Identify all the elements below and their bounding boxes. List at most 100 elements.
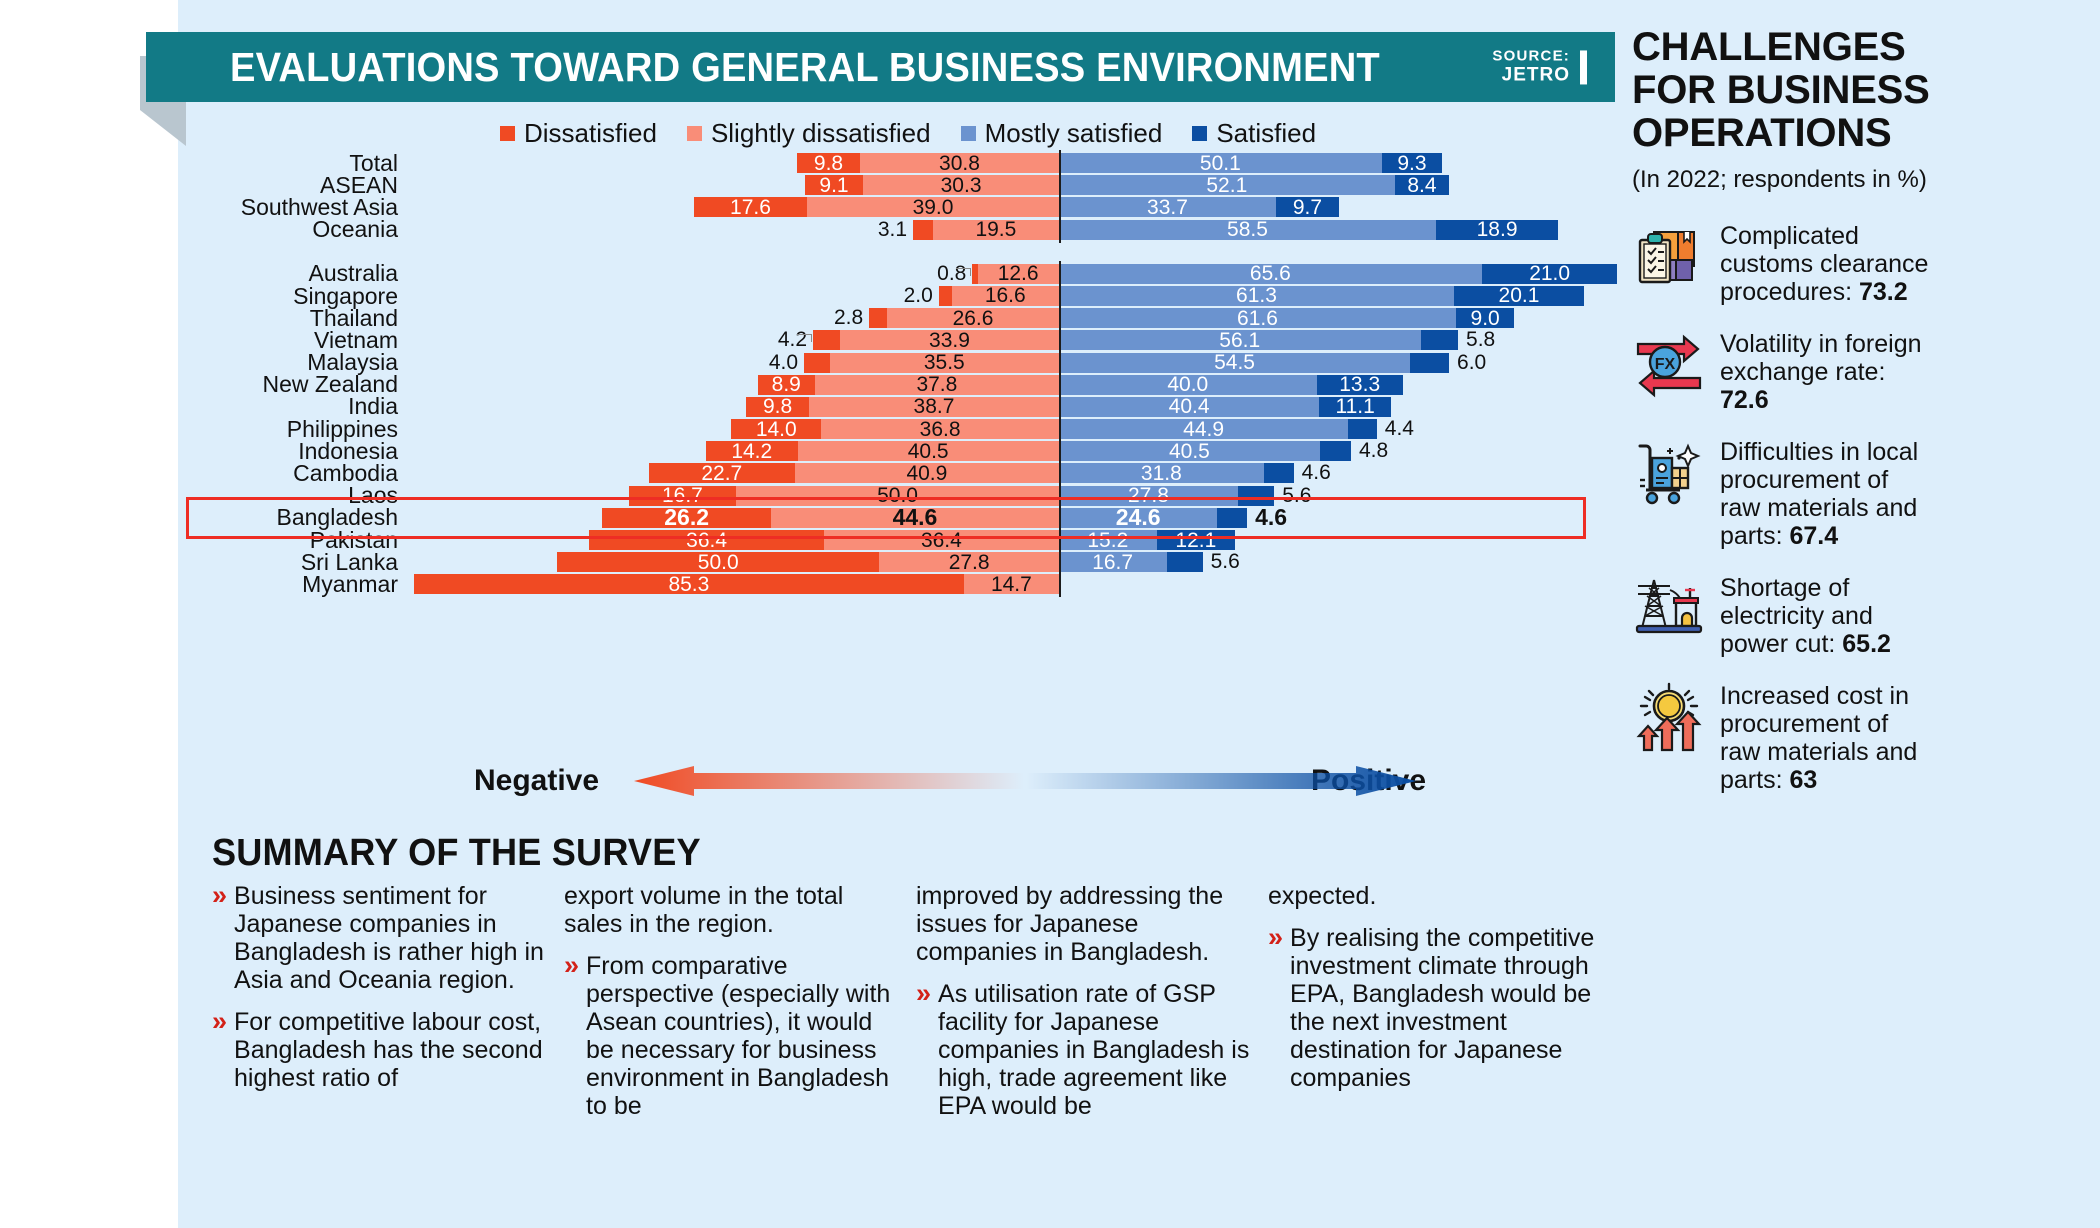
segment-slightly-dissatisfied: 38.7 — [809, 396, 1059, 417]
challenge-item-1: FX Volatility in foreign exchange rate: … — [1632, 328, 1932, 414]
segment-slightly-dissatisfied: 12.6 — [977, 263, 1059, 284]
chart-row: Malaysia 35.5 54.5 4.0 6.0 — [186, 349, 1586, 376]
segment-mostly-satisfied: 44.9 — [1058, 419, 1349, 440]
zero-axis-line — [1058, 571, 1061, 598]
chart-row-label: Bangladesh — [276, 504, 399, 531]
zero-axis-line — [1058, 371, 1061, 398]
segment-dissatisfied: 8.9 — [757, 374, 815, 395]
segment-dissatisfied: 85.3 — [413, 574, 964, 595]
segment-dissatisfied: 17.6 — [693, 197, 808, 218]
chart-row: Indonesia 14.2 40.5 40.5 4.8 — [186, 438, 1586, 465]
chart-row-label: Myanmar — [302, 570, 398, 597]
chart-row-track: 9.8 38.7 40.4 11.1 — [412, 393, 1567, 420]
segment-slightly-dissatisfied: 30.3 — [863, 175, 1059, 196]
segment-mostly-satisfied: 16.7 — [1058, 552, 1167, 573]
segment-slightly-dissatisfied: 40.5 — [797, 441, 1059, 462]
power-pylon-icon — [1632, 572, 1706, 646]
challenge-label: Increased cost in procurement of raw mat… — [1720, 682, 1918, 795]
customs-clipboard-boxes-icon — [1632, 220, 1706, 294]
segment-dissatisfied: 16.7 — [628, 485, 737, 506]
page-title: EVALUATIONS TOWARD GENERAL BUSINESS ENVI… — [230, 43, 1380, 90]
segment-satisfied — [1420, 330, 1459, 351]
diverging-bar-chart: Total 9.8 30.8 50.1 9.3 ASEAN 9.1 30.3 52.1 8.4 So… — [186, 149, 1618, 598]
segment-dissatisfied: 9.8 — [745, 396, 810, 417]
zero-axis-line — [1058, 504, 1061, 531]
chart-row-track: 85.3 14.7 — [412, 571, 1567, 598]
segment-satisfied — [1166, 552, 1203, 573]
legend-swatch-icon — [686, 126, 702, 141]
chart-row: Pakistan 36.4 36.4 15.2 12.1 — [186, 526, 1586, 553]
segment-satisfied: 9.0 — [1456, 308, 1515, 329]
segment-dissatisfied — [913, 219, 933, 240]
segment-slightly-dissatisfied: 36.8 — [821, 419, 1059, 440]
value-label-satisfied: 4.4 — [1384, 417, 1414, 441]
segment-dissatisfied — [804, 352, 830, 373]
chart-row-track: 50.0 27.8 16.7 5.6 — [412, 549, 1567, 576]
segment-slightly-dissatisfied: 14.7 — [963, 574, 1059, 595]
summary-column-3: expected. » By realising the competitive i… — [1268, 882, 1602, 1134]
value-label-satisfied: 4.6 — [1301, 461, 1331, 485]
challenge-value: 73.2 — [1858, 278, 1908, 307]
legend-item-1: Slightly dissatisfied — [686, 118, 931, 149]
zero-axis-line — [1058, 416, 1061, 443]
chart-row-track: 33.9 56.1 4.2 5.8 — [412, 327, 1567, 354]
value-leader-line — [956, 267, 971, 269]
value-label-satisfied: 4.8 — [1358, 439, 1389, 463]
segment-satisfied: 9.7 — [1276, 197, 1339, 218]
value-label-dissatisfied: 3.1 — [877, 217, 908, 241]
chevron-double-right-icon: » — [564, 950, 580, 980]
chart-row-label: Oceania — [312, 216, 398, 243]
legend-item-3: Satisfied — [1192, 118, 1316, 149]
segment-mostly-satisfied: 54.5 — [1058, 352, 1411, 373]
summary-column-0: » Business sentiment for Japanese compani… — [212, 882, 546, 1134]
legend-label: Mostly satisfied — [984, 118, 1163, 148]
zero-axis-line — [1058, 527, 1061, 553]
chart-row: Laos 16.7 50.0 27.8 5.6 — [186, 482, 1586, 509]
source-label: SOURCE: — [1492, 47, 1570, 65]
chart-row-label: ASEAN — [320, 171, 398, 198]
segment-dissatisfied — [869, 308, 888, 329]
segment-slightly-dissatisfied: 39.0 — [807, 197, 1059, 218]
zero-axis-line — [1058, 438, 1061, 465]
chart-row-track: 14.0 36.8 44.9 4.4 — [412, 416, 1567, 443]
challenge-label: Shortage of electricity and power cut: — [1720, 574, 1873, 659]
segment-dissatisfied: 9.1 — [804, 175, 864, 196]
summary-title: SUMMARY OF THE SURVEY — [212, 832, 701, 874]
zero-axis-line — [1058, 216, 1061, 243]
segment-mostly-satisfied: 50.1 — [1058, 153, 1382, 174]
chart-row: Southwest Asia 17.6 39.0 33.7 9.7 — [186, 194, 1586, 221]
summary-column-2: improved by addressing the issues for Ja… — [916, 882, 1250, 1134]
chart-row-track: 9.1 30.3 52.1 8.4 — [412, 172, 1567, 199]
legend-label: Satisfied — [1216, 118, 1317, 148]
chart-row-label: Pakistan — [309, 526, 398, 553]
chart-row-label: Total — [349, 149, 398, 176]
segment-mostly-satisfied: 33.7 — [1058, 197, 1277, 218]
challenge-text: Difficulties in local procurement of raw… — [1720, 436, 1932, 550]
chart-row: Thailand 26.6 61.6 9.0 2.8 — [186, 305, 1586, 332]
segment-dissatisfied: 50.0 — [556, 552, 880, 573]
segment-slightly-dissatisfied: 19.5 — [933, 219, 1059, 240]
challenge-item-0: Complicated customs clearance procedures… — [1632, 220, 1932, 306]
chart-row-track: 36.4 36.4 15.2 12.1 — [412, 527, 1567, 553]
segment-mostly-satisfied: 27.8 — [1058, 485, 1239, 506]
segment-dissatisfied: 22.7 — [648, 463, 795, 484]
summary-bullet-text: improved by addressing the issues for Ja… — [916, 882, 1224, 966]
chart-row-track: 12.6 65.6 21.0 0.8 — [412, 260, 1618, 287]
value-label-satisfied: 5.6 — [1210, 550, 1240, 574]
challenge-item-2: Difficulties in local procurement of raw… — [1632, 436, 1932, 550]
value-leader-tick — [811, 334, 813, 343]
segment-satisfied — [1263, 463, 1294, 484]
chart-row-track: 16.6 61.3 20.1 2.0 — [412, 282, 1584, 309]
chart-row-label: Philippines — [286, 415, 398, 442]
summary-bullet-text: expected. — [1268, 882, 1377, 910]
source-accent-bar — [1580, 50, 1587, 84]
segment-satisfied — [1238, 485, 1275, 506]
segment-satisfied: 20.1 — [1454, 285, 1584, 306]
chart-legend: Dissatisfied Slightly dissatisfied Mostly … — [500, 118, 1460, 149]
chevron-double-right-icon: » — [916, 978, 932, 1008]
chart-row-label: Vietnam — [314, 326, 398, 353]
chart-row-label: Malaysia — [307, 349, 398, 376]
challenge-label: Volatility in foreign exchange rate: — [1720, 330, 1922, 387]
chart-row: Vietnam 33.9 56.1 4.2 5.8 — [186, 326, 1586, 354]
